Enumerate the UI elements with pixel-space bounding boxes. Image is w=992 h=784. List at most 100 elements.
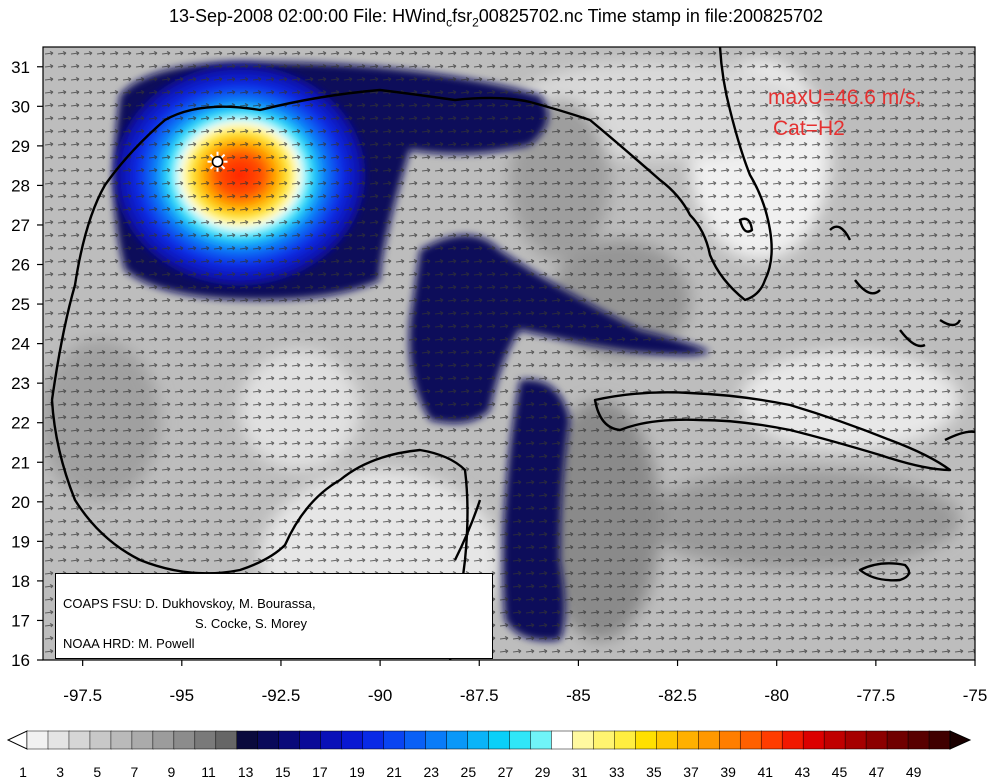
colorbar-label: 1 [19,764,27,780]
plot-frame [42,46,976,661]
colorbar-low-arrow [6,730,28,750]
wind-field [43,47,975,660]
colorbar-label: 25 [461,764,477,780]
x-tick-label: -95 [170,686,195,705]
storm-ray [221,165,226,170]
y-tick-label: 24 [11,335,30,354]
colorbar-swatch [194,730,217,750]
x-tick-label: -87.5 [460,686,499,705]
colorbar-swatch [865,730,888,750]
colorbar-label: 7 [130,764,138,780]
x-tick-label: -92.5 [262,686,301,705]
colorbar-label: 31 [572,764,588,780]
colorbar-swatch [719,730,741,750]
x-axis: -97.5 -95 -92.5 -90 -87.5 -85 -82.5 -80 -77.5 -75 [63,660,987,705]
y-tick-label: 17 [11,611,30,630]
colorbar-swatch [320,730,343,750]
coastline [50,47,975,660]
colorbar-label: 15 [275,764,291,780]
colorbar-swatch [572,730,595,750]
y-axis: 16 17 18 19 20 21 22 23 24 25 26 27 28 29 30 31 [11,58,43,670]
colorbar-label: 45 [832,764,848,780]
colorbar-label: 35 [646,764,662,780]
colorbar-high-arrow [949,730,972,750]
colorbar-swatch [425,730,448,750]
colorbar-label: 49 [906,764,922,780]
colorbar-swatch [278,730,301,750]
y-tick-label: 31 [11,58,30,77]
colorbar-label: 39 [720,764,736,780]
y-tick-label: 28 [11,176,30,195]
x-tick-label: -80 [764,686,789,705]
colorbar-swatch [614,730,637,750]
colorbar-label: 29 [535,764,551,780]
credit-line-1: COAPS FSU: D. Dukhovskoy, M. Bourassa, [63,596,316,611]
colorbar-label: 41 [757,764,773,780]
colorbar-swatch [530,730,553,750]
colorbar-swatch [635,730,658,750]
colorbar-swatch [488,730,511,750]
x-tick-label: -97.5 [63,686,102,705]
max-wind-annotation: maxU=46.6 m/s, Cat=H2 [768,82,921,144]
storm-ray [209,165,214,170]
colorbar-swatch [907,730,930,750]
colorbar-label: 27 [498,764,514,780]
y-tick-label: 26 [11,256,30,275]
colorbar-swatch [299,730,322,750]
colorbar-label: 43 [795,764,811,780]
credit-line-2: S. Cocke, S. Morey [195,616,307,631]
colorbar-swatch [928,730,951,750]
colorbar-label: 11 [201,764,216,780]
x-tick-label: -90 [368,686,393,705]
colorbar-label: 47 [869,764,885,780]
y-tick-label: 25 [11,295,30,314]
colorbar-label: 9 [168,764,176,780]
colorbar-swatch [47,730,70,750]
storm-ray [221,153,226,159]
colorbar-swatch [173,730,196,750]
colorbar-swatch [152,730,175,750]
colorbar-label: 33 [609,764,625,780]
x-tick-label: -77.5 [856,686,895,705]
y-tick-label: 27 [11,216,30,235]
colorbar-swatch [68,730,91,750]
colorbar-label: 21 [386,764,402,780]
colorbar-swatch [802,730,825,750]
max-wind-label: maxU=46.6 m/s, [768,86,922,109]
colorbar-swatch [404,730,427,750]
credit-line-3: NOAA HRD: M. Powell [63,636,195,651]
storm-ray [209,153,214,159]
colorbar-swatch [341,730,364,750]
colorbar-swatch [257,730,280,750]
colorbar-swatch [823,730,846,750]
y-tick-label: 19 [11,532,30,551]
colorbar-label: 23 [423,764,439,780]
y-tick-label: 29 [11,137,30,156]
colorbar-swatch [698,730,720,750]
colorbar-swatch [677,730,700,750]
y-tick-label: 18 [11,572,30,591]
y-tick-label: 22 [11,414,30,433]
colorbar-swatch [215,730,238,750]
storm-eye [211,155,224,168]
colorbar-swatch [593,730,616,750]
y-tick-label: 30 [11,97,30,116]
colorbar-label: 13 [238,764,254,780]
colorbar-swatch [383,730,406,750]
colorbar-swatch [110,730,133,750]
colorbar-label: 19 [349,764,365,780]
colorbar-label: 3 [56,764,64,780]
y-tick-label: 23 [11,374,30,393]
y-tick-label: 16 [11,651,30,670]
page-title: 13-Sep-2008 02:00:00 File: HWindcfsr2008… [168,6,824,30]
category-label: Cat=H2 [773,117,845,140]
colorbar-swatch [760,730,783,750]
credit-box: COAPS FSU: D. Dukhovskoy, M. Bourassa, S… [55,573,493,659]
colorbar-swatch [739,730,762,750]
colorbar-label: 5 [93,764,101,780]
x-tick-label: -82.5 [658,686,697,705]
colorbar-swatch [781,730,804,750]
colorbar-swatch [844,730,867,750]
colorbar: 1 3 5 7 9 11 13 15 17 19 21 23 25 27 29 31 33 35 37 39 41 43 4… [6,730,972,780]
